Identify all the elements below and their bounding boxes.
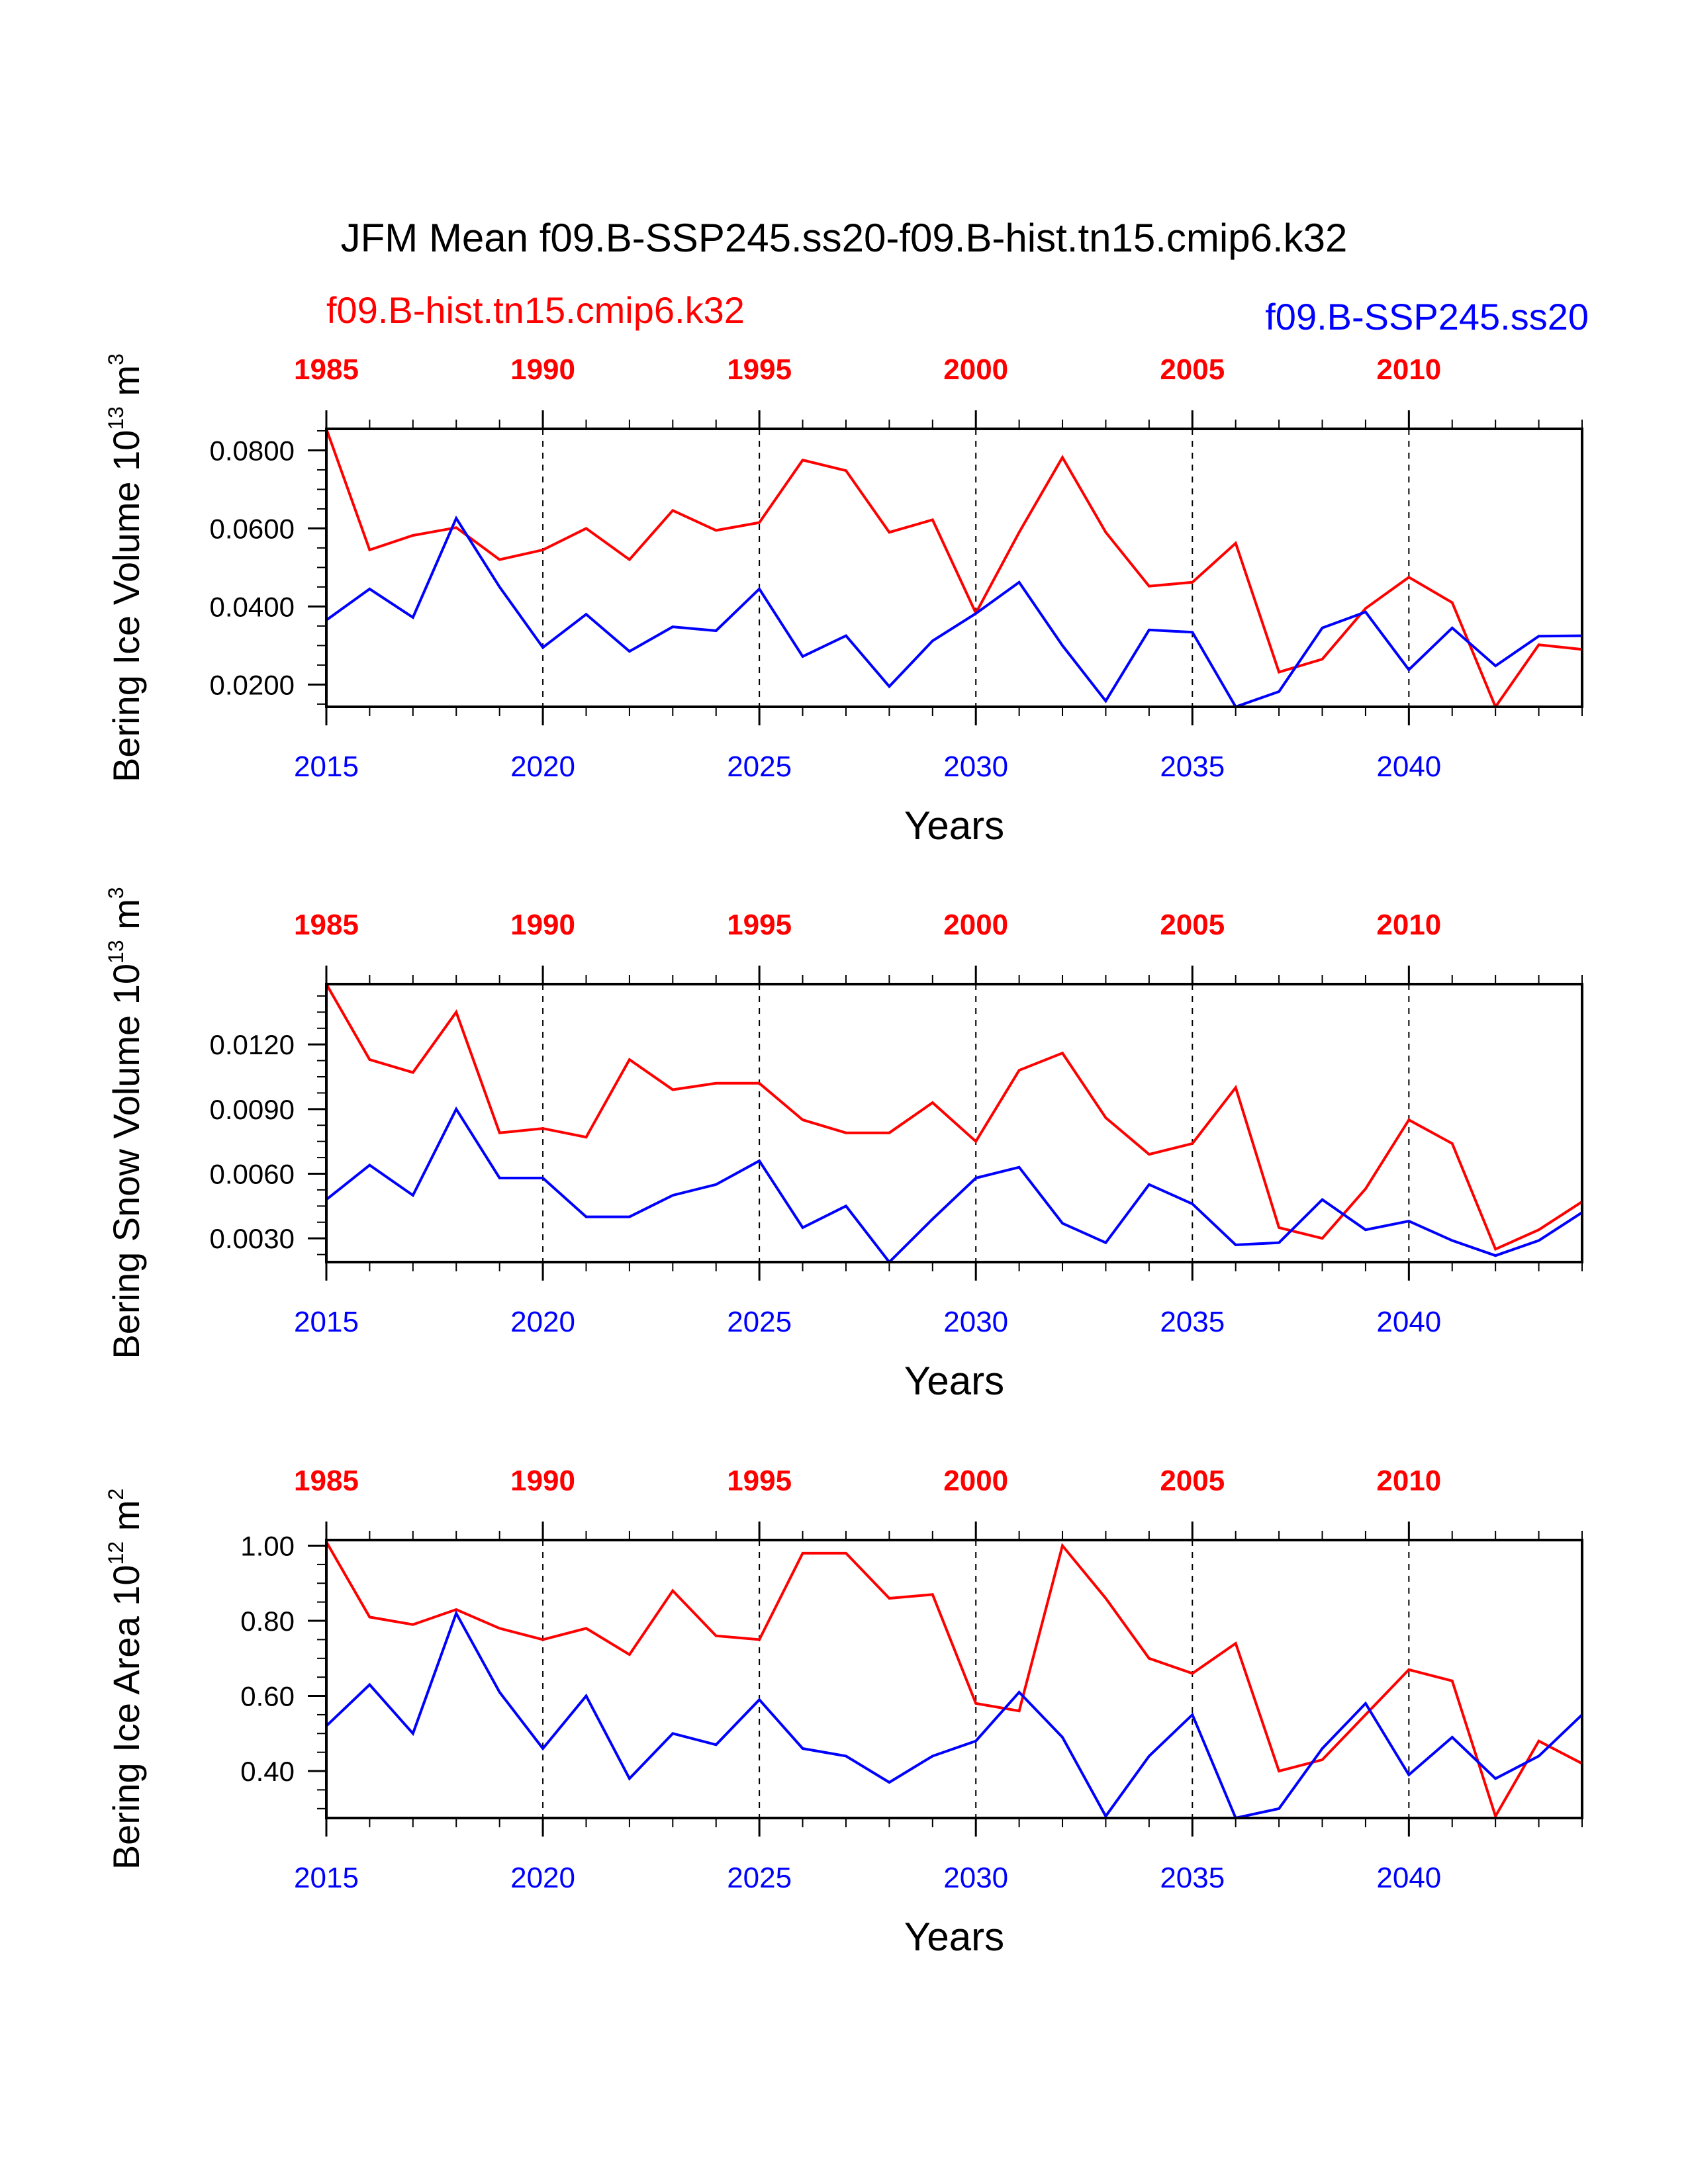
top-x-tick-label: 1990 [510,909,575,941]
plot-frame [325,428,1583,708]
y-tick-label: 0.0600 [210,513,295,544]
legend-ssp-label: f09.B-SSP245.ss20 [1265,296,1589,338]
top-x-tick-label: 1985 [294,1465,359,1497]
top-x-tick-label: 2010 [1376,1465,1441,1497]
y-tick-label: 0.0030 [210,1223,295,1254]
y-title-part: Bering Ice Volume 10 [105,430,147,782]
y-tick-label: 0.0200 [210,669,295,700]
top-x-tick-label: 2010 [1376,909,1441,941]
y-title-superscript: 13 [104,940,128,964]
x-tick-label: 2030 [943,1862,1008,1894]
y-tick-label: 0.40 [240,1756,295,1787]
y-axis-title: Bering Ice Volume 1013 m3 [104,353,147,782]
panel-3: 2015 1985 2020 1990 2025 1995 2030 2000 2035 2005… [104,1465,1583,1959]
y-tick-label: 0.0090 [210,1094,295,1125]
top-x-tick-label: 2000 [943,353,1008,386]
x-tick-label: 2020 [510,1862,575,1894]
y-tick-label: 0.0060 [210,1159,295,1190]
panels: 2015 1985 2020 1990 2025 1995 2030 2000 2035 2005… [104,353,1583,1959]
x-tick-label: 2040 [1376,751,1441,783]
y-title-superscript: 2 [104,1488,128,1500]
top-x-tick-label: 2005 [1160,1465,1225,1497]
top-x-tick-label: 2005 [1160,909,1225,941]
x-axis-title: Years [904,803,1004,848]
y-title-part: m [105,1500,147,1541]
top-x-tick-label: 1990 [510,1465,575,1497]
series-line-hist [325,428,1583,710]
x-tick-label: 2015 [294,751,359,783]
x-tick-label: 2015 [294,1306,359,1338]
x-tick-label: 2020 [510,1306,575,1338]
y-title-superscript: 3 [104,353,128,365]
top-x-tick-label: 1995 [727,1465,792,1497]
x-tick-label: 2025 [727,751,792,783]
x-tick-label: 2030 [943,1306,1008,1338]
x-tick-label: 2040 [1376,1862,1441,1894]
y-title-superscript: 12 [104,1541,128,1565]
top-x-tick-label: 1985 [294,909,359,941]
x-axis-title: Years [904,1359,1004,1403]
y-axis-title: Bering Ice Area 1012 m2 [104,1488,147,1870]
y-tick-label: 0.0120 [210,1029,295,1060]
plot-frame [325,1539,1583,1819]
series-line-ssp [325,515,1583,709]
y-tick-label: 0.0400 [210,591,295,622]
panel-1: 2015 1985 2020 1990 2025 1995 2030 2000 2035 2005… [104,353,1583,848]
top-x-tick-label: 2000 [943,909,1008,941]
top-x-tick-label: 1995 [727,353,792,386]
top-x-tick-label: 1985 [294,353,359,386]
series-line-hist [325,1541,1583,1820]
x-tick-label: 2025 [727,1862,792,1894]
y-title-part: Bering Snow Volume 10 [105,964,147,1359]
x-tick-label: 2025 [727,1306,792,1338]
y-tick-label: 0.0800 [210,435,295,466]
x-tick-label: 2035 [1160,1306,1225,1338]
plot-frame [325,983,1583,1263]
y-axis-title: Bering Snow Volume 1013 m3 [104,887,147,1359]
x-tick-label: 2030 [943,751,1008,783]
y-title-superscript: 3 [104,887,128,899]
x-tick-label: 2040 [1376,1306,1441,1338]
y-title-superscript: 13 [104,406,128,430]
y-title-part: m [105,899,147,940]
top-x-tick-label: 1990 [510,353,575,386]
y-tick-label: 1.00 [240,1531,295,1562]
top-x-tick-label: 2000 [943,1465,1008,1497]
x-axis-title: Years [904,1915,1004,1959]
series-line-hist [325,983,1583,1251]
figure-title: JFM Mean f09.B-SSP245.ss20-f09.B-hist.tn… [341,216,1348,260]
y-tick-label: 0.60 [240,1681,295,1712]
y-title-part: m [105,365,147,406]
series-line-ssp [325,1106,1583,1265]
top-x-tick-label: 1995 [727,909,792,941]
series-line-ssp [325,1610,1583,1820]
top-x-tick-label: 2005 [1160,353,1225,386]
y-title-part: Bering Ice Area 10 [105,1565,147,1870]
y-tick-label: 0.80 [240,1606,295,1637]
top-x-tick-label: 2010 [1376,353,1441,386]
x-tick-label: 2035 [1160,751,1225,783]
panel-2: 2015 1985 2020 1990 2025 1995 2030 2000 2035 2005… [104,887,1583,1403]
x-tick-label: 2015 [294,1862,359,1894]
x-tick-label: 2035 [1160,1862,1225,1894]
x-tick-label: 2020 [510,751,575,783]
legend-hist-label: f09.B-hist.tn15.cmip6.k32 [326,289,745,331]
